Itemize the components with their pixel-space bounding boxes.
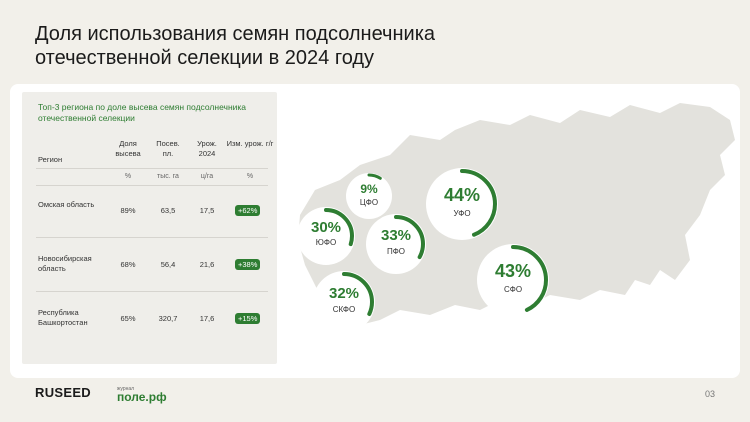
row-area: 56,4 — [160, 260, 176, 269]
district-pct: 32% — [328, 285, 360, 302]
ring-arc — [478, 245, 548, 315]
row-region: Новосибирская область — [38, 254, 92, 273]
divider — [36, 185, 268, 186]
header-area: Посев. пл. — [156, 139, 180, 158]
row-change-badge: +38% — [235, 259, 261, 270]
row-share: 65% — [120, 314, 136, 323]
district-name: ПФО — [386, 247, 406, 256]
unit-yield: ц/га — [200, 173, 214, 180]
magazine-label: журнал — [117, 386, 135, 392]
row-share: 68% — [120, 260, 136, 269]
row-change-badge: +15% — [235, 313, 261, 324]
header-yield: Урож. 2024 — [197, 139, 217, 158]
district-pct: 44% — [443, 185, 481, 205]
row-yield: 17,5 — [199, 206, 215, 215]
unit-share: % — [124, 173, 132, 180]
row-region: Республика Башкортостан — [38, 308, 88, 327]
row-share: 89% — [120, 206, 136, 215]
district-pct: 9% — [360, 182, 378, 196]
page-title: Доля использования семян подсолнечника о… — [35, 23, 435, 69]
row-area: 63,5 — [160, 206, 176, 215]
row-region: Омская область — [38, 200, 95, 209]
district-pct: 33% — [380, 227, 412, 244]
header-share: Доля высева — [115, 139, 141, 158]
top-regions-panel: Топ-3 региона по доле высева семян подсо… — [22, 92, 277, 364]
district-pct: 43% — [494, 261, 532, 281]
district-ring-skfo: 32% СКФО — [313, 271, 375, 333]
district-name: ЦФО — [359, 198, 379, 207]
ring-arc — [367, 215, 425, 273]
district-name: СФО — [503, 285, 523, 294]
ring-arc — [346, 173, 392, 219]
unit-area: тыс. га — [157, 173, 179, 180]
divider — [36, 237, 268, 238]
divider — [36, 291, 268, 292]
ring-arc — [427, 169, 497, 239]
ring-arc — [298, 208, 354, 264]
district-pct: 30% — [310, 219, 342, 236]
header-change: Изм. урож. г/г — [226, 139, 274, 148]
district-ring-yufo: 30% ЮФО — [297, 207, 355, 265]
row-yield: 17,6 — [199, 314, 215, 323]
district-ring-cfo: 9% ЦФО — [346, 173, 392, 219]
panel-title: Топ-3 региона по доле высева семян подсо… — [38, 102, 247, 123]
pole-rf-logo: поле.рф — [117, 390, 167, 404]
ring-arc — [314, 272, 374, 332]
district-ring-sfo: 43% СФО — [477, 244, 549, 316]
ruseed-logo: RUSEED — [35, 385, 91, 400]
district-name: СКФО — [332, 305, 356, 314]
row-yield: 21,6 — [199, 260, 215, 269]
header-region: Регион — [38, 155, 63, 164]
district-ring-pfo: 33% ПФО — [366, 214, 426, 274]
divider — [36, 168, 268, 169]
unit-change: % — [246, 173, 254, 180]
row-area: 320,7 — [158, 314, 178, 323]
page-number: 03 — [705, 389, 716, 399]
district-name: УФО — [453, 209, 471, 218]
district-name: ЮФО — [315, 238, 337, 247]
row-change-badge: +62% — [235, 205, 261, 216]
district-ring-ufo: 44% УФО — [426, 168, 498, 240]
